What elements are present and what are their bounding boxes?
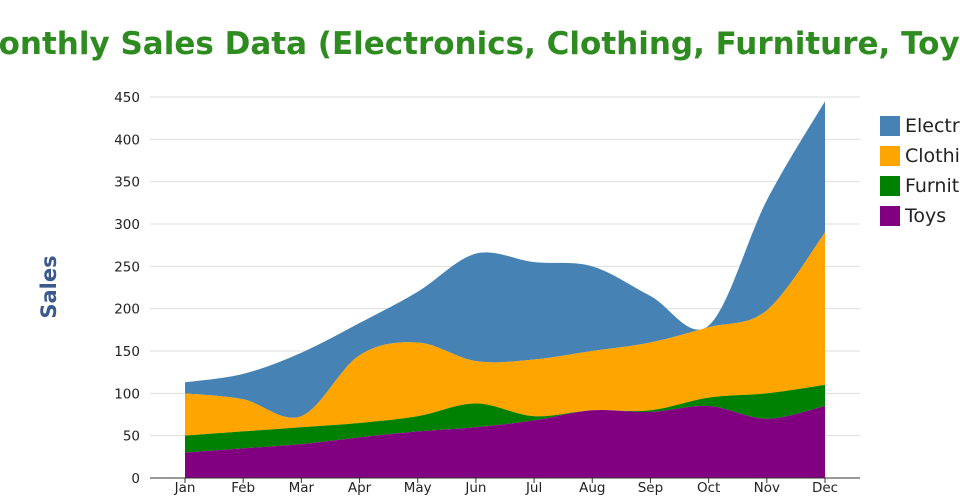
y-tick-label: 0 — [131, 471, 140, 487]
area-layers — [185, 101, 825, 478]
x-tick-label: Feb — [231, 480, 255, 496]
legend-label-clothing: Clothing — [905, 145, 960, 167]
legend-label-toys: Toys — [904, 205, 946, 227]
area-toys — [185, 405, 825, 478]
y-axis-label: Sales — [37, 255, 61, 318]
chart-title: Monthly Sales Data (Electronics, Clothin… — [0, 26, 960, 62]
y-tick-label: 400 — [114, 132, 140, 148]
x-tick-label: Jul — [525, 480, 542, 496]
x-tick-label: Jan — [174, 480, 196, 496]
x-tick-label: Nov — [754, 480, 780, 496]
y-tick-label: 50 — [123, 429, 140, 445]
x-tick-label: Oct — [697, 480, 720, 496]
y-tick-label: 450 — [114, 90, 140, 106]
y-tick-label: 250 — [114, 259, 140, 275]
y-tick-label: 300 — [114, 217, 140, 233]
x-tick-label: Jun — [464, 480, 486, 496]
legend: Electronics Clothing Furniture Toys — [880, 115, 960, 227]
x-tick-label: Sep — [638, 480, 663, 496]
area-clothing — [185, 232, 825, 436]
x-tick-label: Aug — [579, 480, 605, 496]
x-tick-label: Mar — [289, 480, 315, 496]
x-tick-label: Apr — [348, 480, 372, 496]
y-tick-label: 100 — [114, 386, 140, 402]
area-electronics — [185, 101, 825, 418]
x-tick-label: Dec — [812, 480, 838, 496]
area-furniture — [185, 384, 825, 453]
legend-swatch-toys — [880, 206, 900, 226]
legend-swatch-electronics — [880, 116, 900, 136]
legend-swatch-clothing — [880, 146, 900, 166]
y-tick-label: 350 — [114, 175, 140, 191]
legend-swatch-furniture — [880, 176, 900, 196]
y-tick-label: 150 — [114, 344, 140, 360]
x-tick-label: May — [404, 480, 432, 496]
legend-label-furniture: Furniture — [905, 175, 960, 197]
y-tick-label: 200 — [114, 302, 140, 318]
y-axis-ticks: 0 50 100 150 200 250 300 350 400 450 — [114, 90, 140, 487]
x-axis-ticks: Jan Feb Mar Apr May Jun Jul Aug Sep Oct Nov Dec — [174, 478, 838, 496]
legend-label-electronics: Electronics — [905, 115, 960, 137]
